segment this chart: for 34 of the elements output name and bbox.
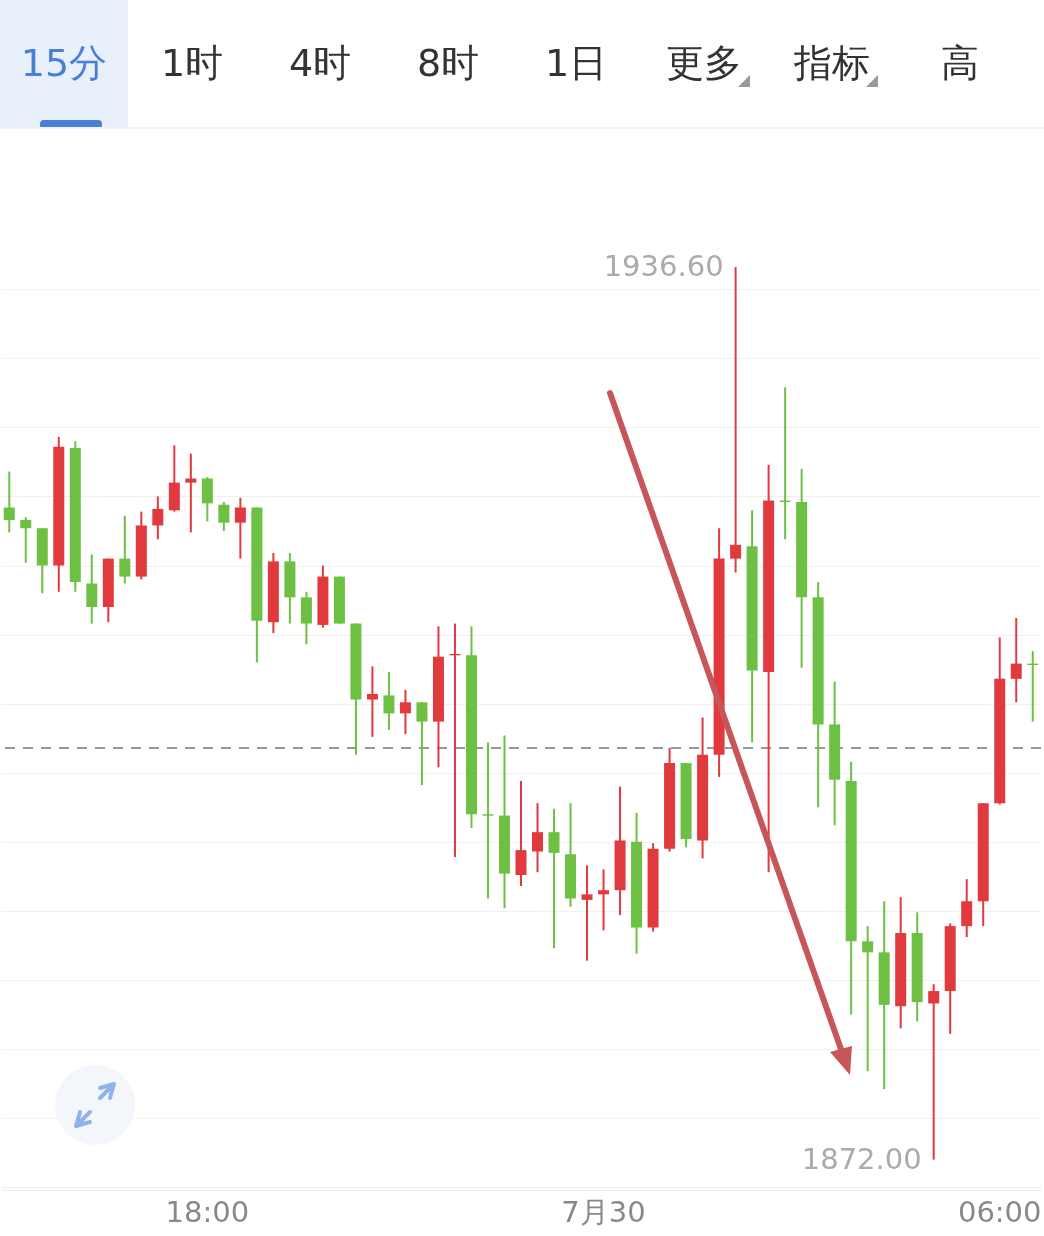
text: 4时 [287, 40, 353, 87]
x-tick-label: 18:00 [165, 1194, 250, 1229]
candlestick [3, 470, 15, 534]
candlestick [548, 807, 560, 950]
x-tick-label: 06:00 [957, 1194, 1042, 1229]
candlestick [1010, 617, 1022, 704]
candlestick [218, 500, 230, 532]
text: 更多 [665, 40, 743, 87]
candlestick [234, 496, 246, 560]
candlestick [581, 864, 593, 962]
candlestick [119, 514, 131, 585]
text: 1日 [543, 40, 609, 87]
candlestick [482, 741, 494, 900]
text: 15分 [0, 0, 128, 127]
candlestick [928, 983, 940, 1161]
x-tick-label: 7月30 [561, 1194, 646, 1229]
candlestick [366, 665, 378, 738]
candlestick [20, 516, 32, 564]
candlestick [416, 701, 428, 787]
candlestick [532, 802, 544, 874]
candlestick [730, 266, 742, 574]
candlestick [862, 925, 874, 1073]
candlestick [86, 553, 98, 625]
candlestick [152, 495, 164, 541]
annotation: 1872.00 [801, 1141, 922, 1176]
candlestick [598, 868, 610, 932]
text: 8时 [415, 40, 481, 87]
annotation: 1936.60 [603, 249, 724, 284]
candlestick [383, 670, 395, 731]
text: 1时 [159, 40, 225, 87]
text: 指标 [793, 40, 871, 87]
candlestick [185, 452, 197, 534]
candlestick [399, 688, 411, 736]
text: 高 [940, 40, 980, 87]
